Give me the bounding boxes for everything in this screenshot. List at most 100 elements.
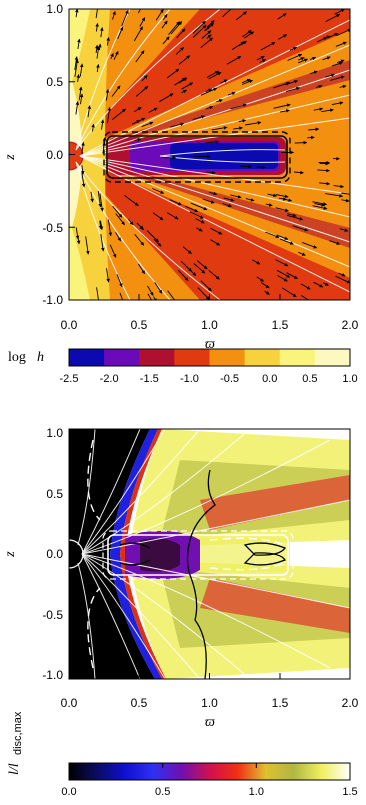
velocity-arrow [134, 106, 142, 113]
velocity-arrow [341, 192, 350, 195]
top-disc-dashed-box [103, 131, 291, 183]
velocity-arrow [259, 58, 267, 63]
velocity-arrow [256, 165, 266, 170]
top-upper-light [69, 9, 90, 90]
velocity-arrow [111, 85, 121, 97]
velocity-arrow [100, 119, 105, 130]
velocity-arrow [75, 227, 80, 240]
top-ylabel: z [3, 154, 18, 161]
top-colorbar-title-h: h [37, 350, 44, 365]
bottom-xtick-3: 1.0 [201, 696, 218, 710]
top-ytick-3: 0.0 [46, 148, 63, 162]
velocity-arrow [106, 106, 112, 124]
bottom-colorbar-ticks [162, 763, 257, 768]
velocity-arrow [298, 251, 306, 256]
velocity-arrow [105, 89, 110, 101]
bottom-xtick-4: 1.5 [272, 696, 289, 710]
velocity-arrow [76, 237, 81, 245]
velocity-arrow [294, 140, 308, 145]
velocity-arrow [336, 59, 345, 64]
velocity-arrow [85, 236, 90, 255]
velocity-arrow [195, 218, 205, 224]
velocity-arrow [322, 56, 331, 61]
top-colorbar-frame [68, 348, 351, 367]
velocity-arrow [78, 86, 83, 101]
velocity-arrow [97, 191, 102, 208]
velocity-arrow [94, 44, 99, 54]
bottom-colorbar-label-1: 0.0 [61, 786, 76, 798]
top-colorbar-swatch [174, 349, 210, 366]
bottom-colorbar-title-sub: disc,max [12, 711, 24, 755]
velocity-arrow [325, 193, 343, 198]
bottom-colorbar: l/l disc,max 0.0 0.5 1.0 1.5 [7, 711, 358, 798]
velocity-arrow [309, 56, 317, 61]
velocity-arrow [159, 93, 174, 103]
velocity-arrow [161, 20, 168, 29]
velocity-arrow [308, 127, 320, 132]
bottom-colorbar-label-4: 1.5 [342, 786, 357, 798]
velocity-arrow [200, 280, 212, 292]
velocity-arrow [178, 55, 191, 65]
velocity-arrow [238, 119, 247, 123]
bottom-xtick-1: 0.0 [61, 696, 78, 710]
velocity-arrow [99, 193, 104, 212]
velocity-arrow [284, 79, 299, 86]
velocity-arrow [230, 194, 242, 199]
top-colorbar-title-log: log [8, 350, 26, 365]
top-velocity-arrows [74, 9, 350, 300]
bottom-inner-dark [140, 538, 180, 572]
bottom-disc-box [107, 534, 289, 576]
velocity-arrow [185, 205, 199, 213]
velocity-arrow [153, 238, 162, 247]
velocity-arrow [155, 9, 164, 21]
velocity-arrow [162, 36, 170, 45]
top-colorbar-swatch [244, 349, 281, 366]
velocity-arrow [81, 141, 85, 154]
velocity-arrow [227, 91, 236, 96]
velocity-arrow [277, 13, 287, 20]
velocity-arrow [241, 79, 253, 85]
velocity-arrow [325, 73, 335, 78]
velocity-arrow [79, 93, 84, 105]
velocity-arrow [139, 17, 146, 27]
velocity-arrow [180, 260, 193, 272]
velocity-arrow [317, 168, 330, 173]
velocity-arrow [167, 290, 178, 300]
velocity-arrow [96, 46, 101, 59]
velocity-arrow [238, 40, 247, 47]
velocity-arrow [181, 82, 194, 90]
velocity-arrow [312, 201, 327, 206]
bottom-panel: 1.0 0.5 0.0 -0.5 -1.0 0.0 0.5 1.0 1.5 2.… [3, 426, 359, 730]
bottom-upper-red-streak [200, 475, 350, 530]
velocity-arrow [147, 285, 154, 296]
top-colorbar-swatch [314, 349, 351, 366]
velocity-arrow [196, 227, 203, 232]
velocity-arrow [135, 50, 145, 63]
velocity-arrow [134, 234, 145, 246]
velocity-arrow [260, 41, 276, 51]
velocity-arrow [166, 68, 180, 79]
velocity-arrow [197, 287, 210, 300]
velocity-arrow [239, 164, 252, 169]
top-colorbar-swatch [279, 349, 316, 366]
velocity-arrow [141, 75, 148, 82]
bottom-ytick-2: 0.5 [46, 487, 63, 501]
velocity-arrow [339, 228, 349, 232]
velocity-arrow [106, 268, 110, 283]
velocity-arrow [201, 30, 212, 39]
velocity-arrow [281, 287, 297, 298]
velocity-arrow [276, 269, 291, 278]
velocity-arrow [242, 30, 252, 37]
velocity-arrow [280, 109, 290, 113]
velocity-arrow [273, 103, 291, 109]
bottom-disc-dashed-box [102, 530, 294, 580]
velocity-arrow [277, 275, 288, 282]
velocity-arrow [76, 74, 81, 82]
velocity-arrow [95, 22, 99, 32]
velocity-arrow [90, 191, 94, 203]
velocity-arrow [79, 63, 84, 77]
velocity-arrow [287, 53, 303, 61]
velocity-arrow [80, 164, 85, 175]
bottom-colorbar-label-3: 1.0 [249, 786, 264, 798]
